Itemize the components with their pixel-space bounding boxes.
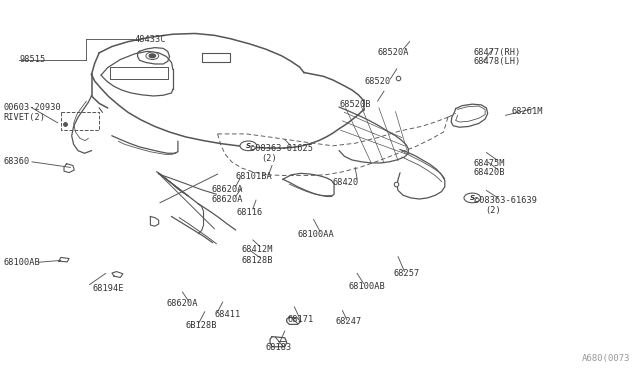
Text: 68520: 68520 — [365, 77, 391, 86]
Circle shape — [464, 193, 481, 203]
Text: 68475M: 68475M — [474, 159, 505, 168]
Text: 48433C: 48433C — [134, 35, 166, 44]
Circle shape — [146, 52, 159, 60]
Text: 68194E: 68194E — [93, 284, 124, 293]
Text: 00603-20930: 00603-20930 — [3, 103, 61, 112]
Text: A680(0073: A680(0073 — [582, 354, 630, 363]
Text: 68100AB: 68100AB — [3, 258, 40, 267]
Text: S: S — [246, 143, 251, 149]
Text: RIVET(2): RIVET(2) — [3, 113, 45, 122]
Text: S: S — [470, 195, 475, 201]
Text: ©08363-61639: ©08363-61639 — [474, 196, 536, 205]
Text: 68478(LH): 68478(LH) — [474, 57, 521, 65]
Text: 68412M: 68412M — [242, 245, 273, 254]
Text: 68101BA: 68101BA — [236, 172, 272, 181]
Text: 68183: 68183 — [266, 343, 292, 352]
Text: (2): (2) — [485, 206, 501, 215]
Text: 68420B: 68420B — [474, 168, 505, 177]
Text: 68116: 68116 — [237, 208, 263, 217]
Text: 68247: 68247 — [336, 317, 362, 326]
Text: 68128B: 68128B — [242, 256, 273, 265]
Text: (2): (2) — [261, 154, 277, 163]
Text: 68411: 68411 — [214, 310, 241, 319]
Text: 68257: 68257 — [394, 269, 420, 278]
Text: 68477(RH): 68477(RH) — [474, 48, 521, 57]
Text: 68261M: 68261M — [512, 107, 543, 116]
Text: 68171: 68171 — [288, 315, 314, 324]
Text: ©08363-61625: ©08363-61625 — [250, 144, 312, 153]
Circle shape — [149, 54, 156, 58]
Text: 68520A: 68520A — [378, 48, 409, 57]
Text: 68620A: 68620A — [166, 299, 198, 308]
Text: 68360: 68360 — [3, 157, 29, 166]
Text: 68620A: 68620A — [211, 185, 243, 194]
Text: 68420: 68420 — [333, 178, 359, 187]
Text: 68620A: 68620A — [211, 195, 243, 203]
Circle shape — [240, 141, 257, 151]
Text: 68100AB: 68100AB — [349, 282, 385, 291]
Text: 68100AA: 68100AA — [298, 230, 334, 239]
Text: 6B128B: 6B128B — [186, 321, 217, 330]
Text: 98515: 98515 — [19, 55, 45, 64]
Text: 68520B: 68520B — [339, 100, 371, 109]
